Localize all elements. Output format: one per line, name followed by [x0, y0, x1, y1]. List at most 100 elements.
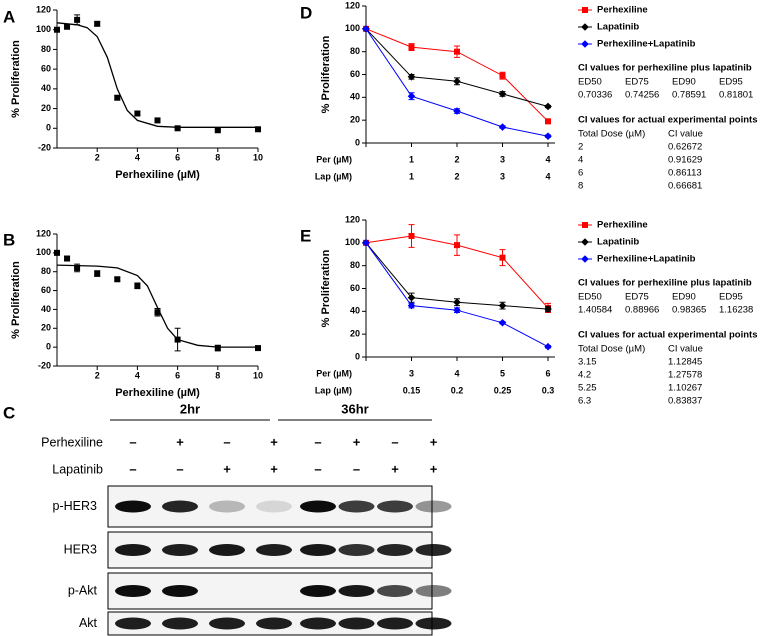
- band: [338, 617, 375, 630]
- ci-header: ED90: [672, 77, 696, 88]
- ci-header: CI value: [668, 129, 703, 140]
- marker: [498, 123, 507, 131]
- band: [115, 617, 151, 630]
- x-tick-label: 3: [409, 368, 414, 378]
- ci-cell: 4: [578, 155, 583, 166]
- x-tick-label: 3: [500, 171, 505, 181]
- marker: [544, 132, 552, 140]
- protein-label: p-HER3: [53, 499, 98, 513]
- treatment-sign: –: [176, 461, 183, 476]
- y-tick-label: 40: [350, 92, 360, 102]
- ci-header: Total Dose (µM): [578, 344, 645, 355]
- x-tick-label: 4: [454, 368, 459, 378]
- ci-cell: 0.62672: [668, 142, 702, 153]
- ci-header: ED50: [578, 292, 602, 303]
- x-tick-label: 6: [175, 370, 180, 380]
- marker: [407, 293, 416, 302]
- series-line: [365, 28, 549, 107]
- band: [377, 617, 413, 630]
- treatment-sign: +: [270, 434, 278, 449]
- band: [415, 617, 452, 630]
- y-tick-label: 0: [355, 351, 360, 361]
- ci-cell: 0.74256: [625, 90, 659, 101]
- y-axis-label: % Proliferation: [320, 35, 332, 113]
- band: [377, 544, 413, 556]
- marker: [408, 44, 415, 51]
- marker: [407, 92, 416, 100]
- y-tick-label: 60: [350, 283, 360, 293]
- ci-header: CI value: [668, 344, 703, 355]
- marker: [362, 25, 370, 33]
- band: [377, 585, 413, 597]
- band: [300, 500, 336, 513]
- ci-title: CI values for actual experimental points: [578, 115, 758, 126]
- point: [94, 20, 101, 27]
- legend-label: Perhexiline: [597, 5, 648, 16]
- y-tick-label: 100: [345, 23, 360, 33]
- marker: [407, 301, 416, 310]
- band: [338, 585, 375, 597]
- y-tick-label: 80: [41, 44, 51, 54]
- point: [214, 127, 221, 134]
- ci-cell: 3.15: [578, 357, 597, 368]
- ci-cell: 8: [578, 181, 583, 192]
- band: [338, 544, 375, 556]
- panel-letter: A: [3, 7, 15, 26]
- x-tick-label: 10: [253, 370, 263, 380]
- marker: [498, 90, 507, 98]
- ci-cell: 1.10267: [668, 383, 702, 394]
- band: [415, 500, 452, 513]
- point: [174, 125, 181, 132]
- y-tick-label: 100: [36, 247, 51, 257]
- y-tick-label: 120: [345, 0, 360, 10]
- point: [134, 110, 141, 117]
- treatment-sign: +: [176, 434, 184, 449]
- band: [162, 500, 198, 513]
- y-axis-label: % Proliferation: [320, 249, 332, 327]
- y-tick-label: 80: [350, 46, 360, 56]
- marker: [498, 301, 507, 310]
- ci-cell: 6.3: [578, 396, 591, 407]
- point: [114, 94, 121, 101]
- treatment-sign: –: [391, 434, 398, 449]
- y-tick-label: 100: [36, 24, 51, 34]
- band: [256, 617, 292, 630]
- panel-letter: B: [3, 230, 15, 249]
- band: [115, 544, 151, 556]
- treatment-sign: +: [270, 461, 278, 476]
- point: [64, 255, 71, 262]
- treatment-sign: +: [353, 434, 361, 449]
- y-tick-label: 80: [41, 266, 51, 276]
- band: [300, 585, 336, 597]
- band: [300, 544, 336, 556]
- x-tick-label: 2: [95, 370, 100, 380]
- y-tick-label: 40: [41, 304, 51, 314]
- time-point: 2hr: [180, 401, 200, 416]
- legend-label: Perhexiline+Lapatinib: [597, 39, 696, 50]
- y-tick-label: 0: [355, 137, 360, 147]
- legend-label: Perhexiline+Lapatinib: [597, 254, 696, 265]
- ci-cell: 0.81801: [719, 90, 753, 101]
- category-row-label: Per (µM): [316, 154, 352, 164]
- time-point: 36hr: [341, 401, 368, 416]
- band: [162, 544, 198, 556]
- marker: [453, 107, 461, 115]
- x-tick-label: 4: [545, 154, 550, 164]
- x-tick-label: 10: [253, 152, 263, 162]
- ci-title: CI values for perhexiline plus lapatinib: [578, 63, 752, 74]
- ci-cell: 1.12845: [668, 357, 702, 368]
- ci-cell: 0.78591: [672, 90, 706, 101]
- x-tick-label: 1: [409, 171, 414, 181]
- band: [209, 544, 245, 556]
- x-tick-label: 4: [545, 171, 550, 181]
- y-tick-label: -20: [38, 142, 51, 152]
- marker: [498, 318, 507, 327]
- x-axis-label: Perhexiline (µM): [115, 169, 200, 181]
- band: [256, 544, 292, 556]
- y-tick-label: 40: [350, 306, 360, 316]
- ci-cell: 0.98365: [672, 305, 706, 316]
- marker: [453, 306, 461, 314]
- category-row-label: Lap (µM): [315, 385, 352, 395]
- y-tick-label: 20: [350, 329, 360, 339]
